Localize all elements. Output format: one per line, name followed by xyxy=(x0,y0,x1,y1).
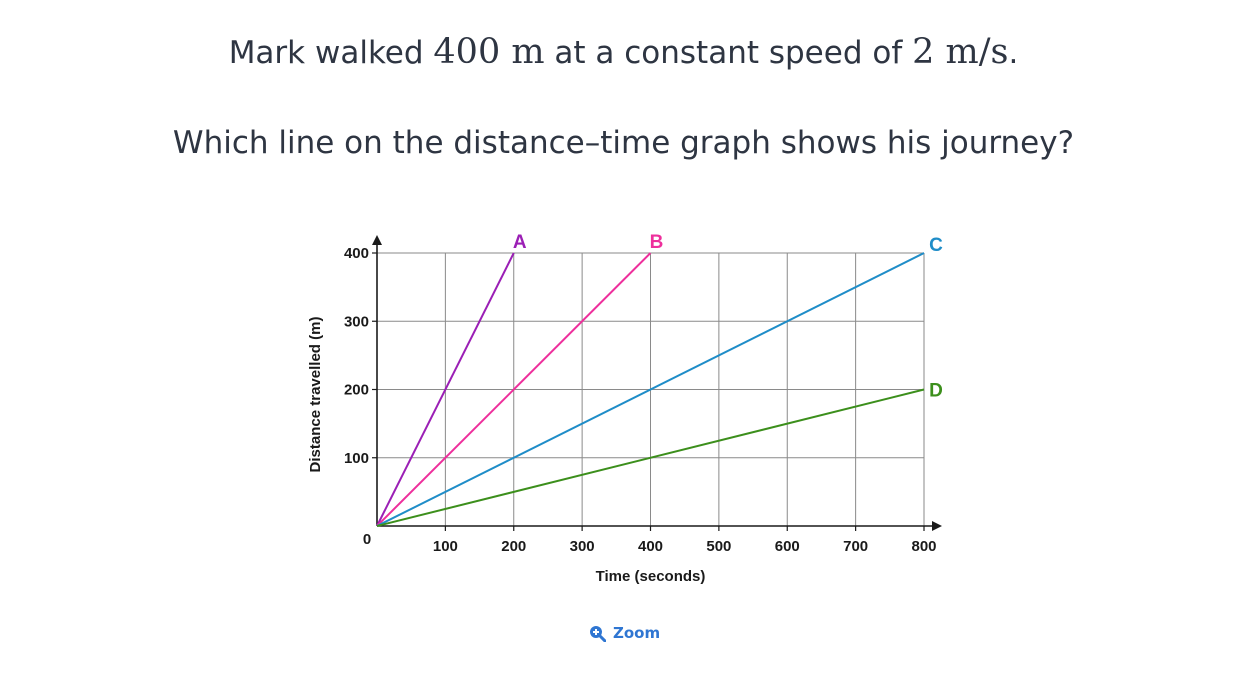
speed-math: 2 m/s xyxy=(912,32,1009,72)
x-tick-label: 700 xyxy=(843,538,868,555)
series-line-a xyxy=(376,252,515,527)
x-tick-label: 200 xyxy=(501,538,526,555)
zoom-button[interactable]: Zoom xyxy=(589,624,660,642)
x-tick-label: 800 xyxy=(911,538,936,555)
y-tick-label: 300 xyxy=(344,313,369,330)
series-line-b xyxy=(376,252,652,527)
y-tick-label: 200 xyxy=(344,382,369,399)
question-line-2: Which line on the distance–time graph sh… xyxy=(172,125,1075,161)
zoom-in-icon xyxy=(590,625,606,642)
distance-math: 400 m xyxy=(433,32,545,72)
x-tick-label: 500 xyxy=(706,538,731,555)
series-label-d: D xyxy=(929,381,943,402)
question-text-2: at a constant speed of xyxy=(544,35,913,71)
y-axis-title: Distance travelled (m) xyxy=(307,317,324,473)
origin-label: 0 xyxy=(363,531,371,548)
y-axis-arrow xyxy=(372,235,382,245)
distance-time-chart: 100 200 300 400 500 600 700 800 100 200 300 400 0 Tim… xyxy=(307,232,943,585)
series-label-b: B xyxy=(650,232,664,253)
series-label-c: C xyxy=(929,235,943,256)
x-axis-arrow xyxy=(932,521,942,531)
y-tick-label: 100 xyxy=(344,450,369,467)
y-tick-label: 400 xyxy=(344,245,369,262)
question-line-1: Mark walked 400 m at a constant speed of… xyxy=(0,28,1247,77)
x-tick-label: 600 xyxy=(775,538,800,555)
series-label-a: A xyxy=(513,232,527,253)
x-tick-label: 400 xyxy=(638,538,663,555)
x-tick-label: 100 xyxy=(433,538,458,555)
question-text-3: . xyxy=(1008,35,1019,71)
x-tick-label: 300 xyxy=(570,538,595,555)
zoom-label: Zoom xyxy=(613,624,661,642)
series-line-c xyxy=(376,252,925,527)
x-axis-title: Time (seconds) xyxy=(596,568,706,585)
series-line-d xyxy=(376,388,925,527)
question-text-1: Mark walked xyxy=(228,35,434,71)
